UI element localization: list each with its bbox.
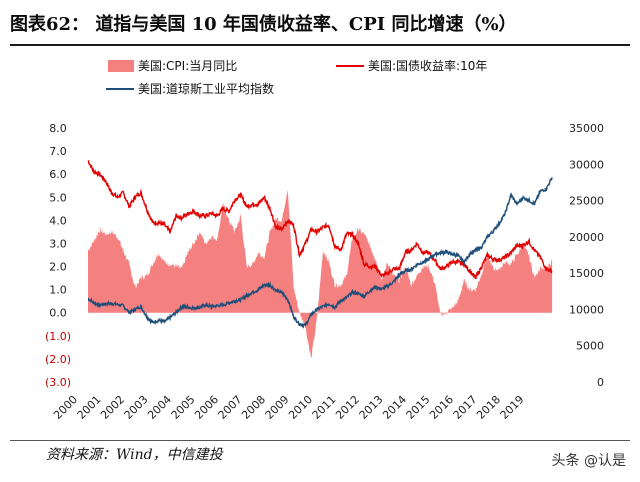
right-tick-label: 30000 [569, 158, 604, 171]
left-tick-label: 8.0 [49, 122, 67, 135]
right-tick-label: 10000 [569, 303, 604, 316]
x-tick-label: 2001 [75, 393, 104, 422]
left-tick-label: 3.0 [49, 237, 67, 250]
x-tick-label: 2010 [286, 393, 315, 422]
title-bar: 图表62： 道指与美国 10 年国债收益率、CPI 同比增速（%） [0, 0, 640, 44]
left-tick-label: (1.0) [45, 330, 71, 343]
bond-yield-line [87, 159, 553, 280]
legend-label-dow: 美国:道琼斯工业平均指数 [138, 81, 274, 96]
left-tick-label: 6.0 [49, 168, 67, 181]
left-tick-label: (2.0) [45, 353, 71, 366]
x-tick-label: 2011 [310, 393, 339, 422]
source-rule [10, 440, 630, 441]
cpi-area [88, 189, 553, 358]
left-tick-label: 0.0 [49, 307, 67, 320]
dow-series-layer [87, 177, 553, 329]
cpi-series-layer [88, 189, 553, 358]
source-note: 资料来源：Wind，中信建投 [46, 447, 223, 463]
x-tick-label: 2013 [357, 393, 386, 422]
right-tick-label: 0 [597, 376, 604, 389]
left-axis: 8.0 7.0 6.0 5.0 4.0 3.0 2.0 1.0 0.0 (1.0) (2.0) (3.… [45, 122, 71, 389]
right-axis: 35000 30000 25000 20000 15000 10000 5000 0 [569, 122, 604, 389]
right-tick-label: 35000 [569, 122, 604, 135]
x-tick-label: 2009 [263, 393, 292, 422]
x-axis: 2000200120022003200420052006200720082009… [51, 393, 526, 422]
legend-label-bond: 美国:国债收益率:10年 [368, 58, 487, 73]
x-tick-label: 2003 [122, 393, 151, 422]
x-tick-label: 2005 [169, 393, 198, 422]
right-tick-label: 15000 [569, 267, 604, 280]
right-tick-label: 25000 [569, 195, 604, 208]
left-tick-label: 5.0 [49, 191, 67, 204]
left-tick-label: (3.0) [45, 376, 71, 389]
chart-title: 图表62： 道指与美国 10 年国债收益率、CPI 同比增速（%） [10, 14, 517, 35]
plot-area [87, 159, 553, 358]
x-tick-label: 2006 [192, 393, 221, 422]
x-tick-label: 2015 [404, 393, 433, 422]
x-tick-label: 2008 [239, 393, 268, 422]
left-tick-label: 2.0 [49, 261, 67, 274]
legend-swatch-cpi [108, 60, 134, 72]
left-tick-label: 1.0 [49, 284, 67, 297]
title-rule [10, 44, 630, 46]
x-tick-label: 2016 [427, 393, 456, 422]
x-tick-label: 2012 [333, 393, 362, 422]
legend-label-cpi: 美国:CPI:当月同比 [138, 59, 237, 73]
x-tick-label: 2017 [451, 393, 480, 422]
left-tick-label: 7.0 [49, 145, 67, 158]
x-tick-label: 2019 [498, 393, 527, 422]
right-tick-label: 20000 [569, 231, 604, 244]
x-tick-label: 2004 [145, 393, 174, 422]
watermark: 头条 @认是 [551, 453, 626, 469]
right-tick-label: 5000 [576, 340, 604, 353]
bond-series-layer [87, 159, 553, 280]
x-tick-label: 2007 [216, 393, 245, 422]
x-tick-label: 2018 [474, 393, 503, 422]
x-tick-label: 2002 [98, 393, 127, 422]
left-tick-label: 4.0 [49, 214, 67, 227]
x-tick-label: 2014 [380, 393, 409, 422]
dow-index-line [87, 177, 553, 329]
x-tick-label: 2000 [51, 393, 80, 422]
